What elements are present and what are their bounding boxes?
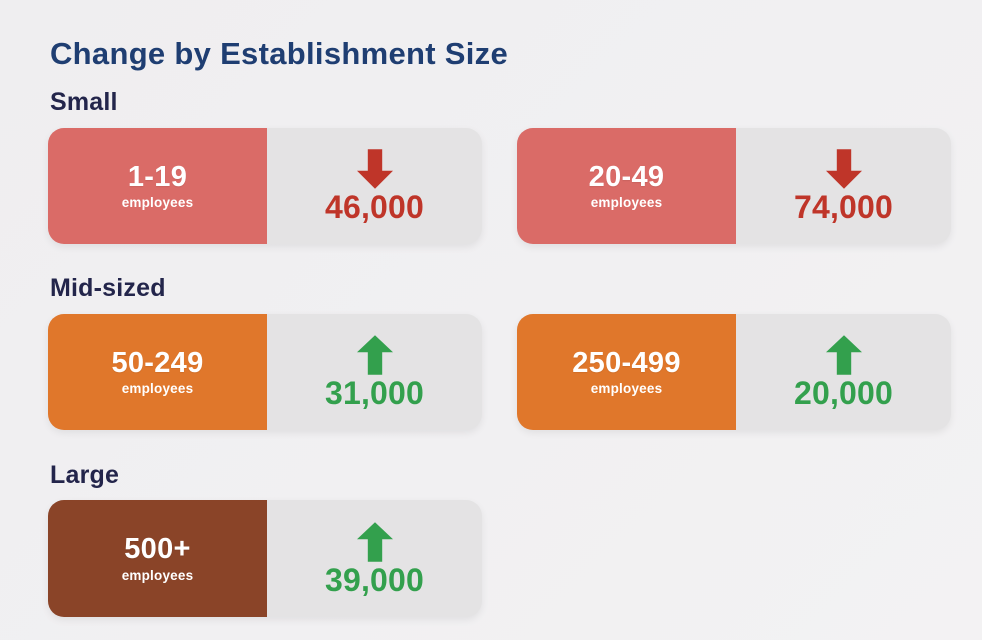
card-1-19-employees: 1-19 employees 46,000 (48, 128, 482, 244)
size-range-panel: 250-499 employees (517, 314, 736, 430)
change-panel: 39,000 (267, 500, 482, 617)
change-value: 31,000 (324, 375, 425, 411)
card-500-plus-employees: 500+ employees 39,000 (48, 500, 482, 617)
card-50-249-employees: 50-249 employees 31,000 (48, 314, 482, 430)
change-panel: 20,000 (736, 314, 951, 430)
change-panel: 31,000 (267, 314, 482, 430)
change-value: 20,000 (793, 375, 894, 411)
change-value: 46,000 (324, 189, 425, 225)
size-range-label: 50-249 (111, 346, 204, 379)
section-label-small: Small (50, 88, 118, 116)
arrow-up-icon (356, 335, 393, 375)
size-range-label: 500+ (124, 533, 191, 566)
change-value: 74,000 (793, 189, 894, 225)
arrow-up-icon (356, 521, 393, 562)
size-range-label: 1-19 (127, 160, 188, 193)
arrow-up-icon (825, 335, 862, 375)
size-range-label: 20-49 (588, 160, 665, 193)
size-range-unit: employees (121, 195, 194, 211)
card-20-49-employees: 20-49 employees 74,000 (517, 128, 951, 244)
page-title: Change by Establishment Size (50, 36, 509, 71)
arrow-down-icon (356, 149, 393, 189)
section-label-large: Large (50, 461, 120, 489)
size-range-label: 250-499 (572, 346, 681, 379)
change-value: 39,000 (324, 561, 425, 598)
size-range-unit: employees (121, 567, 194, 583)
change-panel: 74,000 (736, 128, 951, 244)
size-range-panel: 50-249 employees (48, 314, 267, 430)
card-250-499-employees: 250-499 employees 20,000 (517, 314, 951, 430)
size-range-panel: 1-19 employees (48, 128, 267, 244)
size-range-panel: 20-49 employees (517, 128, 736, 244)
size-range-unit: employees (590, 381, 663, 397)
size-range-unit: employees (121, 381, 194, 397)
arrow-down-icon (825, 149, 862, 189)
size-range-panel: 500+ employees (48, 500, 267, 617)
section-label-mid-sized: Mid-sized (50, 274, 166, 302)
size-range-unit: employees (590, 195, 663, 211)
change-panel: 46,000 (267, 128, 482, 244)
